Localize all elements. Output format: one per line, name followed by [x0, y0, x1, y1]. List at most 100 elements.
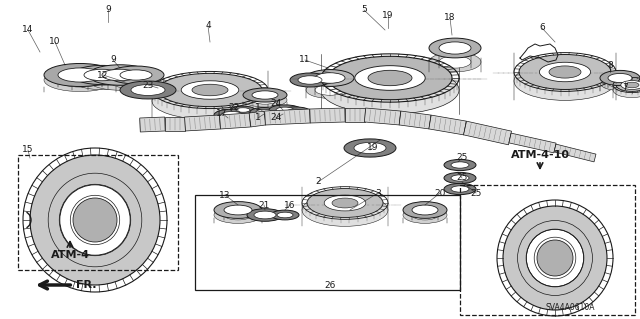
Text: 8: 8	[607, 61, 613, 70]
Ellipse shape	[108, 66, 164, 84]
Text: 18: 18	[444, 13, 456, 23]
Ellipse shape	[224, 210, 252, 220]
Ellipse shape	[321, 66, 459, 114]
Ellipse shape	[403, 202, 447, 219]
Text: 25: 25	[456, 153, 468, 162]
Ellipse shape	[503, 206, 607, 310]
Ellipse shape	[72, 65, 132, 85]
Ellipse shape	[250, 108, 278, 116]
Polygon shape	[399, 111, 431, 129]
Ellipse shape	[613, 82, 640, 98]
Ellipse shape	[290, 73, 330, 87]
Ellipse shape	[108, 71, 164, 89]
Text: 25: 25	[456, 174, 468, 182]
Bar	[18, 155, 178, 270]
Ellipse shape	[44, 69, 116, 92]
Ellipse shape	[306, 70, 354, 86]
Ellipse shape	[72, 70, 132, 90]
Ellipse shape	[279, 107, 311, 117]
Ellipse shape	[158, 73, 262, 107]
Ellipse shape	[214, 109, 250, 121]
Polygon shape	[554, 144, 596, 162]
Ellipse shape	[269, 105, 301, 115]
Ellipse shape	[526, 229, 584, 287]
Ellipse shape	[258, 110, 286, 120]
Ellipse shape	[621, 80, 640, 90]
Ellipse shape	[302, 194, 388, 226]
Ellipse shape	[429, 38, 481, 58]
Ellipse shape	[537, 240, 573, 276]
Ellipse shape	[243, 93, 287, 107]
Ellipse shape	[252, 96, 278, 104]
Ellipse shape	[131, 85, 165, 95]
Polygon shape	[345, 108, 365, 122]
Text: 6: 6	[539, 24, 545, 33]
Ellipse shape	[60, 185, 130, 255]
Ellipse shape	[243, 88, 287, 102]
Polygon shape	[429, 115, 466, 135]
Text: 9: 9	[110, 56, 116, 64]
Polygon shape	[463, 121, 511, 145]
Text: 11: 11	[300, 56, 311, 64]
Ellipse shape	[298, 76, 322, 84]
Ellipse shape	[214, 207, 262, 223]
Text: ATM-4: ATM-4	[51, 250, 90, 260]
Ellipse shape	[88, 65, 152, 85]
Ellipse shape	[192, 84, 228, 96]
Ellipse shape	[332, 198, 358, 208]
Ellipse shape	[519, 55, 611, 90]
Ellipse shape	[444, 160, 476, 171]
Text: 20: 20	[435, 189, 445, 197]
Text: 15: 15	[22, 145, 34, 154]
Text: 14: 14	[22, 26, 34, 34]
Ellipse shape	[256, 109, 272, 115]
Text: 1: 1	[255, 103, 261, 113]
Bar	[460, 185, 635, 315]
Text: 2: 2	[315, 177, 321, 187]
Text: 1: 1	[255, 114, 261, 122]
Ellipse shape	[84, 69, 120, 81]
Ellipse shape	[264, 112, 280, 118]
Ellipse shape	[451, 162, 469, 168]
Bar	[195, 195, 460, 290]
Polygon shape	[220, 113, 250, 129]
Text: 7: 7	[622, 84, 628, 93]
Ellipse shape	[344, 139, 396, 157]
Ellipse shape	[600, 75, 640, 91]
Text: 24: 24	[270, 114, 282, 122]
Text: 10: 10	[49, 38, 61, 47]
Polygon shape	[184, 115, 220, 131]
Text: 17: 17	[216, 108, 228, 117]
Polygon shape	[364, 108, 401, 125]
Text: 9: 9	[105, 5, 111, 14]
Ellipse shape	[306, 82, 354, 98]
Ellipse shape	[271, 210, 299, 220]
Ellipse shape	[608, 73, 632, 83]
Text: 4: 4	[205, 21, 211, 31]
Ellipse shape	[354, 142, 386, 154]
Ellipse shape	[549, 66, 581, 78]
Polygon shape	[509, 133, 556, 153]
Ellipse shape	[102, 74, 138, 86]
Ellipse shape	[277, 212, 293, 218]
Ellipse shape	[307, 189, 383, 218]
Ellipse shape	[120, 75, 152, 85]
Ellipse shape	[429, 52, 481, 72]
Ellipse shape	[224, 205, 252, 215]
Ellipse shape	[439, 42, 471, 54]
Ellipse shape	[439, 56, 471, 68]
Ellipse shape	[600, 70, 640, 85]
Ellipse shape	[30, 155, 160, 285]
Text: 21: 21	[259, 201, 269, 210]
Text: 16: 16	[284, 201, 296, 210]
Ellipse shape	[368, 70, 412, 86]
Ellipse shape	[540, 62, 591, 82]
Ellipse shape	[616, 78, 640, 92]
Text: FR.: FR.	[40, 280, 97, 290]
Text: 13: 13	[220, 190, 231, 199]
Ellipse shape	[625, 82, 639, 88]
Text: 12: 12	[97, 70, 109, 79]
Polygon shape	[140, 117, 165, 132]
Ellipse shape	[247, 209, 283, 221]
Text: 25: 25	[470, 189, 482, 197]
